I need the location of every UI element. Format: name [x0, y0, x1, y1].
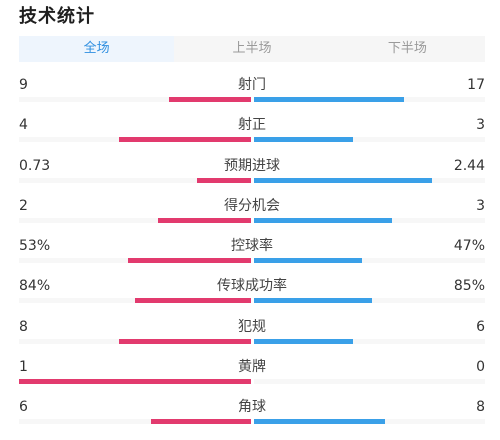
home-bar-fill — [127, 258, 251, 264]
home-value: 84% — [19, 278, 51, 295]
home-value: 0.73 — [19, 157, 51, 174]
away-value: 8 — [476, 399, 485, 416]
away-bar-track — [253, 298, 485, 304]
home-bar-track — [19, 217, 251, 223]
home-bar-track — [19, 379, 251, 385]
away-bar-fill — [253, 419, 386, 425]
away-bar-track — [253, 338, 485, 344]
stat-bar — [19, 379, 485, 385]
stat-bar — [19, 258, 485, 264]
home-bar-track — [19, 137, 251, 143]
tab-full-match[interactable]: 全场 — [19, 36, 175, 62]
stat-row-corners: 6 角球 8 — [19, 392, 485, 432]
stat-label: 传球成功率 — [217, 278, 287, 295]
home-bar-fill — [197, 177, 251, 183]
away-value: 2.44 — [453, 157, 485, 174]
home-value: 6 — [19, 399, 28, 416]
home-bar-fill — [157, 217, 251, 223]
stat-label: 控球率 — [231, 238, 273, 255]
home-value: 2 — [19, 197, 28, 214]
home-value: 53% — [19, 238, 51, 255]
home-bar-track — [19, 177, 251, 183]
home-bar-track — [19, 419, 251, 425]
away-bar-track — [253, 379, 485, 385]
stat-bar — [19, 419, 485, 425]
stat-bar — [19, 137, 485, 143]
page-title: 技术统计 — [19, 6, 95, 27]
home-bar-fill — [150, 419, 251, 425]
away-bar-fill — [253, 338, 354, 344]
away-value: 0 — [476, 359, 485, 376]
stat-label: 射正 — [238, 117, 266, 134]
away-bar-fill — [253, 258, 363, 264]
stat-bar — [19, 338, 485, 344]
away-bar-fill — [253, 177, 432, 183]
home-value: 9 — [19, 77, 28, 93]
stat-row-possession: 53% 控球率 47% — [19, 231, 485, 271]
away-value: 3 — [476, 117, 485, 134]
home-bar-track — [19, 338, 251, 344]
away-bar-track — [253, 177, 485, 183]
away-value: 47% — [453, 238, 485, 255]
home-bar-fill — [169, 97, 251, 102]
away-bar-track — [253, 137, 485, 143]
stat-label: 黄牌 — [238, 359, 266, 376]
away-value: 6 — [476, 318, 485, 335]
stat-bar — [19, 217, 485, 223]
stat-label: 角球 — [238, 399, 266, 416]
stat-label: 预期进球 — [224, 157, 280, 174]
period-tabs: 全场 上半场 下半场 — [19, 36, 485, 62]
away-bar-track — [253, 97, 485, 102]
away-value: 17 — [467, 77, 485, 93]
home-bar-fill — [19, 379, 251, 385]
stat-bar — [19, 97, 485, 102]
stat-label: 犯规 — [238, 318, 266, 335]
away-bar-track — [253, 217, 485, 223]
stat-row-shots-on-target: 4 射正 3 — [19, 110, 485, 150]
stat-row-scoring-chances: 2 得分机会 3 — [19, 191, 485, 231]
stat-label: 得分机会 — [224, 197, 280, 214]
tab-first-half[interactable]: 上半场 — [232, 41, 272, 56]
tab-second-half[interactable]: 下半场 — [387, 41, 427, 56]
home-value: 1 — [19, 359, 28, 376]
away-bar-track — [253, 258, 485, 264]
stat-bar — [19, 298, 485, 304]
away-bar-fill — [253, 137, 354, 143]
stat-row-pass-accuracy: 84% 传球成功率 85% — [19, 271, 485, 311]
home-bar-fill — [118, 137, 251, 143]
away-bar-fill — [253, 298, 372, 304]
stat-row-fouls: 8 犯规 6 — [19, 312, 485, 352]
away-value: 85% — [453, 278, 485, 295]
home-bar-fill — [134, 298, 251, 304]
away-value: 3 — [476, 197, 485, 214]
home-bar-fill — [118, 338, 251, 344]
stat-row-expected-goals: 0.73 预期进球 2.44 — [19, 151, 485, 191]
home-bar-track — [19, 97, 251, 102]
stats-list: 9 射门 17 4 射正 3 0.73 预期进球 2.44 2 得分机会 3 — [19, 70, 485, 433]
away-bar-fill — [253, 97, 404, 102]
stat-bar — [19, 177, 485, 183]
away-bar-fill — [253, 217, 393, 223]
home-bar-track — [19, 258, 251, 264]
stat-row-yellow-cards: 1 黄牌 0 — [19, 352, 485, 392]
away-bar-track — [253, 419, 485, 425]
home-value: 8 — [19, 318, 28, 335]
stat-row-shots: 9 射门 17 — [19, 70, 485, 110]
stat-label: 射门 — [238, 77, 266, 93]
home-value: 4 — [19, 117, 28, 134]
home-bar-track — [19, 298, 251, 304]
